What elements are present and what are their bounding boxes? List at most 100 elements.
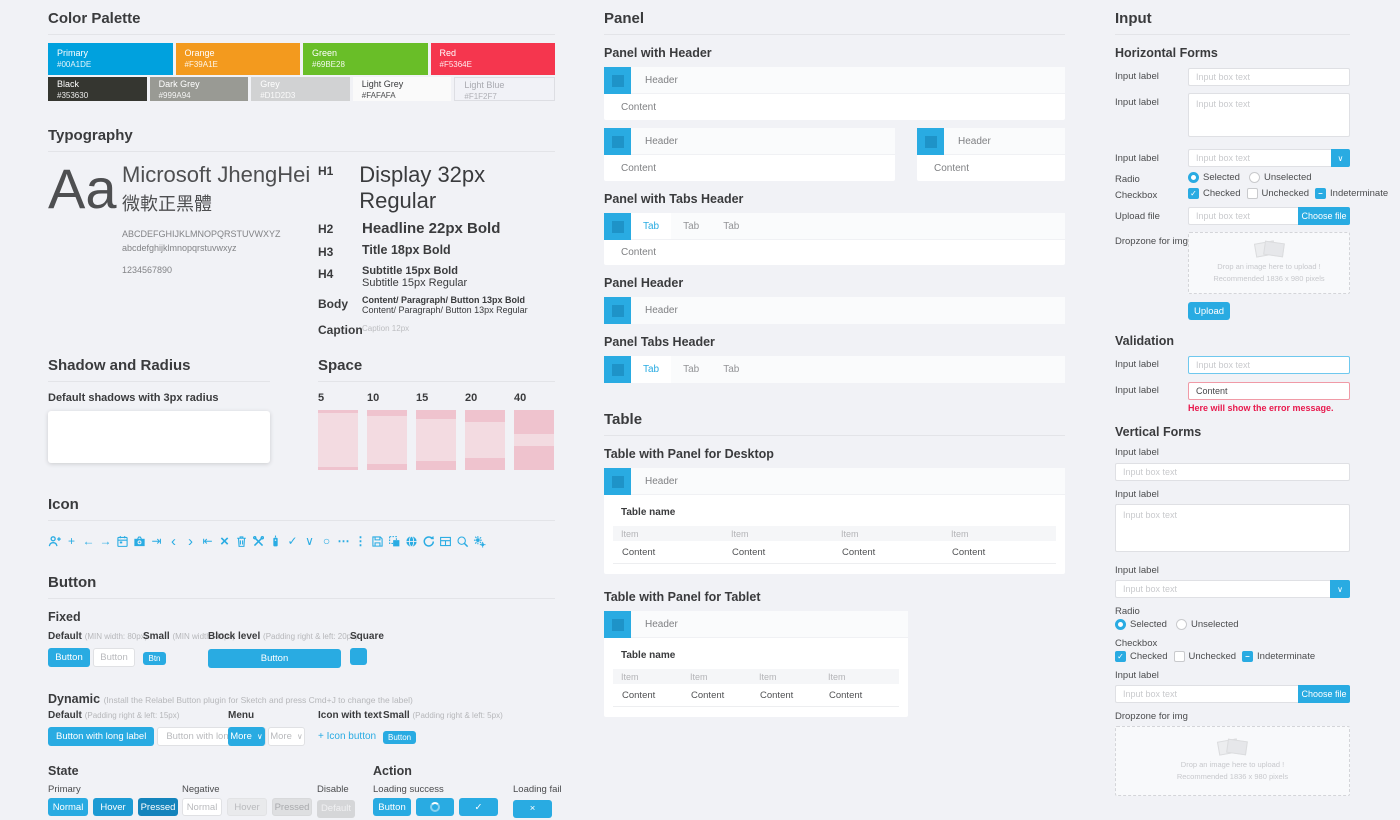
primary-normal-button[interactable]: Normal xyxy=(48,798,88,816)
validated-input[interactable] xyxy=(1188,356,1350,374)
select-dropdown-button[interactable]: ∨ xyxy=(1330,149,1350,167)
select-input[interactable] xyxy=(1115,580,1330,598)
checkbox-icon xyxy=(1173,651,1185,662)
copy-icon[interactable] xyxy=(388,534,401,548)
tab[interactable]: Tab xyxy=(723,220,740,232)
dynamic-small-button[interactable]: Button xyxy=(383,731,417,744)
checkbox-unchecked[interactable]: Unchecked xyxy=(1246,188,1309,199)
dropzone-label: Dropzone for img xyxy=(1115,711,1188,722)
error-input[interactable] xyxy=(1188,382,1350,400)
space-swatch-10: 10 xyxy=(367,382,407,470)
table-cell: Content xyxy=(622,546,656,558)
close-icon[interactable]: × xyxy=(220,532,229,550)
disabled-button[interactable]: Default xyxy=(317,799,355,818)
small-button[interactable]: Btn xyxy=(143,652,166,665)
plus-icon[interactable]: + xyxy=(67,534,75,548)
negative-normal-button[interactable]: Normal xyxy=(182,798,222,816)
loading-icon[interactable]: ○ xyxy=(322,534,331,548)
choose-file-button[interactable]: Choose file xyxy=(1298,207,1350,225)
photos-icon xyxy=(1253,240,1285,258)
menu-button-secondary[interactable]: More ∨ xyxy=(268,727,305,746)
square-button[interactable] xyxy=(350,648,367,665)
radio-selected[interactable]: Selected xyxy=(1188,172,1240,183)
trash-icon[interactable] xyxy=(235,534,248,548)
dynamic-small-label: Small xyxy=(383,710,410,721)
checkbox-indeterminate[interactable]: – Indeterminate xyxy=(1315,188,1388,199)
chevron-down-icon[interactable]: ∨ xyxy=(305,534,314,548)
arrow-right-icon[interactable]: → xyxy=(99,534,112,548)
select-input[interactable] xyxy=(1188,149,1331,167)
checkbox-checked[interactable]: ✓ Checked xyxy=(1188,188,1241,199)
input-label: Input label xyxy=(1115,489,1159,500)
tools-icon[interactable] xyxy=(252,534,265,548)
primary-hover-button[interactable]: Hover xyxy=(93,798,133,816)
loading-fail-label: Loading fail xyxy=(513,784,562,795)
globe-icon[interactable] xyxy=(405,534,418,548)
ellipsis-v-icon[interactable]: ⋮ xyxy=(354,534,367,548)
tab-active[interactable]: Tab xyxy=(631,213,672,239)
camera-icon[interactable] xyxy=(133,534,146,548)
table-row[interactable]: Content Content Content Content xyxy=(613,684,899,707)
arrow-left-icon[interactable]: ← xyxy=(82,534,95,548)
text-input[interactable] xyxy=(1188,68,1350,86)
ellipsis-h-icon[interactable]: ⋯ xyxy=(337,534,350,548)
skip-backward-icon[interactable]: ⇤ xyxy=(202,534,213,548)
menu-button-primary[interactable]: More ∨ xyxy=(228,727,265,746)
textarea-input[interactable] xyxy=(1188,93,1350,137)
checkbox-indeterminate[interactable]: – Indeterminate xyxy=(1242,651,1315,662)
radio-selected[interactable]: Selected xyxy=(1115,619,1167,630)
checkbox-unchecked[interactable]: Unchecked xyxy=(1173,651,1236,662)
panel-header-heading: Panel Header xyxy=(604,276,684,290)
photos-icon xyxy=(1216,738,1248,756)
choose-file-button[interactable]: Choose file xyxy=(1298,685,1350,703)
panel-with-header-small: Header Content xyxy=(917,128,1065,181)
refresh-icon[interactable] xyxy=(422,534,435,548)
tab-active[interactable]: Tab xyxy=(631,356,672,383)
upload-button[interactable]: Upload xyxy=(1188,302,1230,320)
primary-pressed-button[interactable]: Pressed xyxy=(138,798,178,816)
column-header: Item xyxy=(759,671,777,682)
palette-row-1: Primary #00A1DE Orange #F39A1E Green #69… xyxy=(48,43,555,75)
tab[interactable]: Tab xyxy=(723,364,740,375)
radio-unselected[interactable]: Unselected xyxy=(1248,172,1312,183)
loading-spinner-button[interactable] xyxy=(416,798,454,816)
settings-icon[interactable] xyxy=(473,534,486,548)
dynamic-default-label: Default xyxy=(48,710,82,721)
remote-icon[interactable] xyxy=(269,534,282,548)
check-icon: ✓ xyxy=(474,801,483,813)
radio-unselected[interactable]: Unselected xyxy=(1175,619,1239,630)
vertical-forms-heading: Vertical Forms xyxy=(1115,425,1202,439)
image-dropzone[interactable]: Drop an image here to upload ! Recommend… xyxy=(1115,726,1350,796)
table-icon[interactable] xyxy=(439,534,452,548)
skip-forward-icon[interactable]: ⇥ xyxy=(151,534,162,548)
loading-fail-button[interactable]: × xyxy=(513,799,552,818)
text-input[interactable] xyxy=(1115,463,1350,481)
shadow-caption: Default shadows with 3px radius xyxy=(48,392,219,404)
select-dropdown-button[interactable]: ∨ xyxy=(1330,580,1350,598)
check-icon[interactable]: ✓ xyxy=(287,534,298,548)
tab[interactable]: Tab xyxy=(683,364,700,375)
checkbox-checked[interactable]: ✓ Checked xyxy=(1115,651,1168,662)
chevron-right-icon[interactable]: › xyxy=(188,532,193,550)
search-icon[interactable] xyxy=(456,534,469,548)
icon-button-link[interactable]: + Icon button xyxy=(318,731,377,742)
default-button-primary[interactable]: Button xyxy=(48,648,90,667)
tab[interactable]: Tab xyxy=(683,220,700,232)
default-button-secondary[interactable]: Button xyxy=(93,648,135,667)
negative-hover-button[interactable]: Hover xyxy=(227,798,267,816)
panel-icon xyxy=(604,297,631,324)
table-cell: Content xyxy=(622,689,656,701)
long-label-button-primary[interactable]: Button with long label xyxy=(48,727,155,746)
save-icon[interactable] xyxy=(371,534,384,548)
add-user-icon[interactable] xyxy=(48,534,61,548)
calendar-icon[interactable] xyxy=(116,534,129,548)
image-dropzone[interactable]: Drop an image here to upload ! Recommend… xyxy=(1188,232,1350,294)
negative-pressed-button[interactable]: Pressed xyxy=(272,798,312,816)
chevron-left-icon[interactable]: ‹ xyxy=(171,532,176,550)
textarea-input[interactable] xyxy=(1115,504,1350,552)
upload-file-input[interactable] xyxy=(1188,207,1298,225)
table-row[interactable]: Content Content Content Content xyxy=(613,541,1056,564)
loading-start-button[interactable]: Button xyxy=(373,798,411,816)
upload-file-input[interactable] xyxy=(1115,685,1298,703)
loading-success-button[interactable]: ✓ xyxy=(459,798,498,816)
